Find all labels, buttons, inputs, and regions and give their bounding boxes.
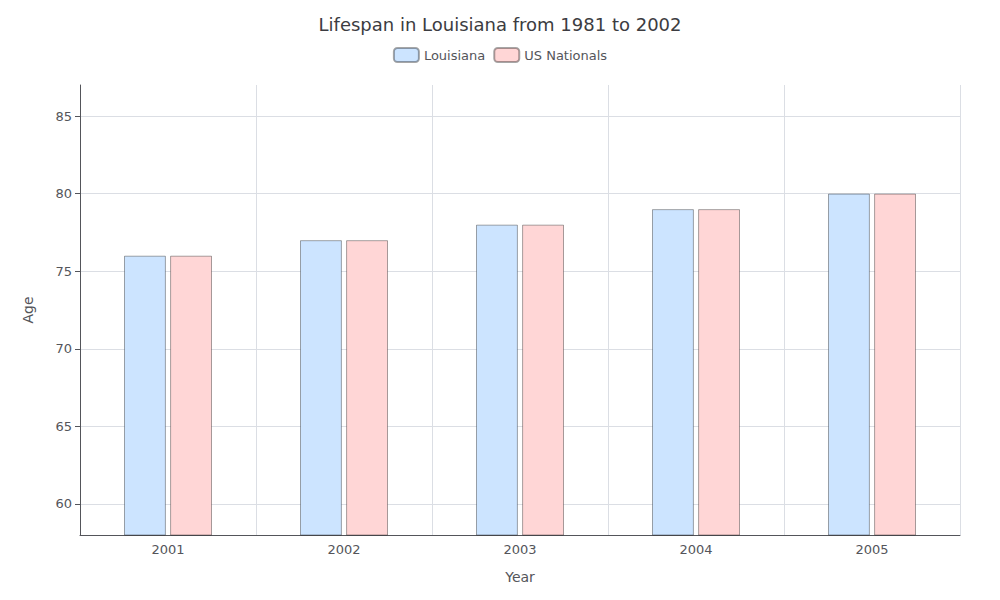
- svg-text:US Nationals: US Nationals: [524, 48, 607, 63]
- svg-text:Age: Age: [20, 296, 36, 323]
- svg-text:70: 70: [55, 341, 72, 356]
- svg-text:60: 60: [55, 496, 72, 511]
- svg-text:Year: Year: [504, 569, 535, 585]
- svg-text:2002: 2002: [327, 542, 360, 557]
- svg-text:2001: 2001: [151, 542, 184, 557]
- svg-text:2004: 2004: [679, 542, 712, 557]
- svg-text:Louisiana: Louisiana: [424, 48, 485, 63]
- svg-text:Lifespan in Louisiana from 198: Lifespan in Louisiana from 1981 to 2002: [319, 14, 682, 35]
- svg-text:80: 80: [55, 186, 72, 201]
- svg-text:65: 65: [55, 419, 72, 434]
- svg-text:75: 75: [55, 264, 72, 279]
- svg-text:85: 85: [55, 109, 72, 124]
- svg-text:2005: 2005: [855, 542, 888, 557]
- svg-text:2003: 2003: [503, 542, 536, 557]
